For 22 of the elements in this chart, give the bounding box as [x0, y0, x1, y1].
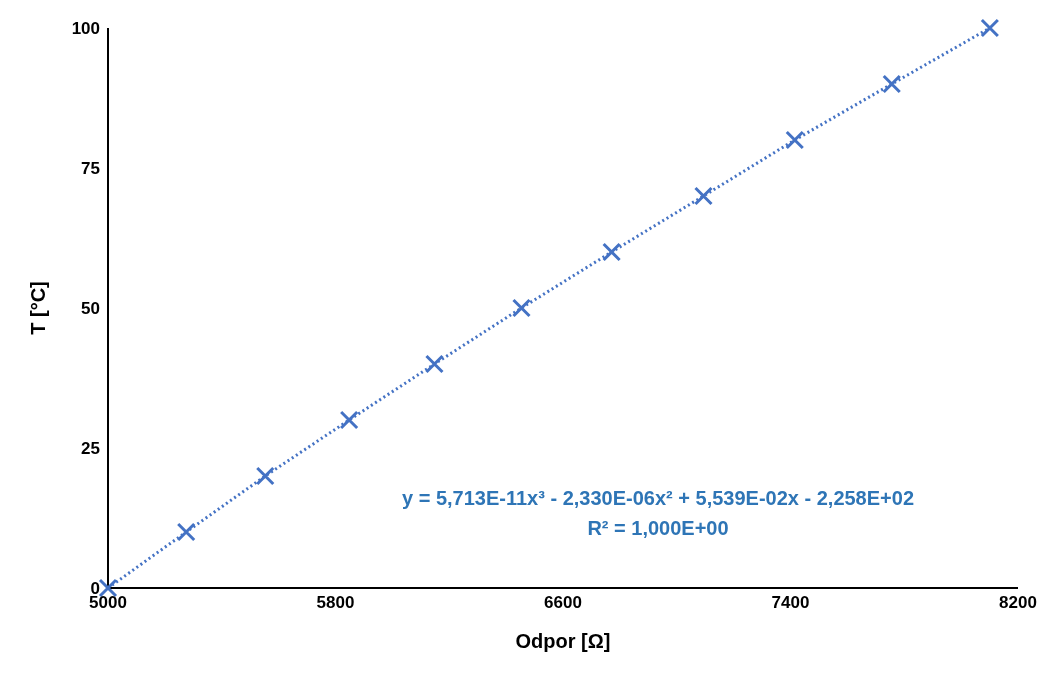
- annotation: y = 5,713E-11x³ - 2,330E-06x² + 5,539E-02x - 2,258E+02: [400, 486, 915, 511]
- point: [255, 466, 275, 486]
- point: [176, 522, 196, 542]
- x-axis-title: Odpor [Ω]: [515, 630, 611, 652]
- annotation: R² = 1,000E+00: [586, 516, 730, 541]
- point: [602, 242, 622, 262]
- y-tick-label: 75: [81, 159, 100, 179]
- y-axis-title: T [°C]: [27, 281, 50, 335]
- point: [980, 18, 1000, 38]
- x-tick-label: 8200: [999, 593, 1037, 613]
- point: [424, 354, 444, 374]
- y-tick-label: 50: [81, 299, 100, 319]
- y-tick-label: 25: [81, 439, 100, 459]
- point: [511, 298, 531, 318]
- x-tick-label: 7400: [771, 593, 810, 613]
- point: [339, 410, 359, 430]
- point: [693, 186, 713, 206]
- point: [785, 130, 805, 150]
- x-tick-label: 6600: [544, 593, 582, 613]
- x-tick-label: 5800: [316, 593, 355, 613]
- point: [882, 74, 902, 94]
- y-tick-label: 100: [71, 19, 100, 39]
